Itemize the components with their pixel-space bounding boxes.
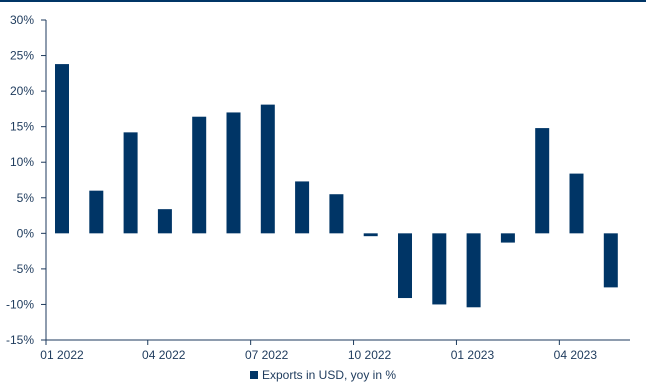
bar-09-2022	[329, 194, 344, 234]
bar-12-2022	[432, 233, 447, 305]
bar-11-2022	[398, 233, 412, 299]
y-tick-label: -15%	[6, 333, 34, 347]
x-tick-label: 10 2022	[348, 348, 392, 362]
x-tick-label: 01 2022	[40, 348, 84, 362]
y-tick-label: 20%	[10, 84, 34, 98]
y-tick-label: 5%	[17, 191, 35, 205]
top-rule	[0, 0, 646, 2]
legend: Exports in USD, yoy in %	[0, 366, 646, 383]
x-tick-label: 04 2022	[142, 348, 186, 362]
bar-05-2023	[603, 233, 618, 288]
bar-02-2022	[89, 190, 104, 234]
legend-label: Exports in USD, yoy in %	[261, 367, 397, 382]
y-tick-label: 30%	[10, 13, 34, 27]
legend-swatch	[249, 370, 258, 379]
y-tick-label: 0%	[17, 226, 35, 240]
y-tick-label: 10%	[10, 155, 34, 169]
bar-07-2022	[260, 104, 275, 234]
y-axis: 30% 25% 20% 15% 10% 5% 0% -5% -10% -15%	[6, 13, 47, 347]
y-tick-label: -10%	[6, 297, 34, 311]
x-tick-label: 01 2023	[451, 348, 495, 362]
y-tick-label: 15%	[10, 120, 34, 134]
bar-chart: 30% 25% 20% 15% 10% 5% 0% -5% -10% -15% 01 2022 04…	[6, 13, 630, 362]
bar-03-2022	[123, 132, 138, 234]
bar-05-2022	[192, 116, 207, 234]
bar-03-2023	[535, 128, 550, 234]
bars	[55, 64, 618, 308]
bar-01-2022	[55, 64, 69, 234]
y-tick-label: 25%	[10, 49, 34, 63]
bar-02-2023	[500, 233, 515, 243]
bar-08-2022	[295, 181, 310, 234]
bar-01-2023	[466, 233, 481, 308]
x-axis: 01 2022 04 2022 07 2022 10 2022 01 2023 04 20…	[40, 339, 630, 362]
bar-04-2022	[157, 209, 172, 234]
x-tick-label: 04 2023	[554, 348, 598, 362]
bar-10-2022	[363, 233, 378, 237]
x-tick-label: 07 2022	[245, 348, 289, 362]
bar-04-2023	[569, 173, 584, 234]
y-tick-label: -5%	[13, 262, 35, 276]
bar-06-2022	[226, 112, 241, 234]
